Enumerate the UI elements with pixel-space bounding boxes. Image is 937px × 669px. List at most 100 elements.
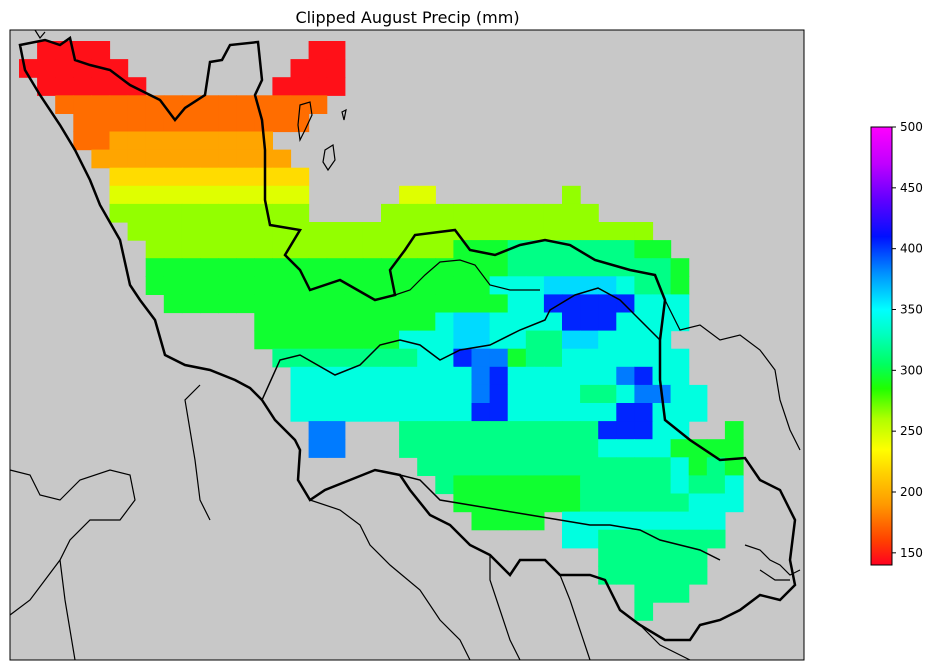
precip-cell — [145, 240, 165, 259]
precip-cell — [254, 294, 273, 314]
precip-cell — [670, 312, 690, 332]
top-notch — [34, 29, 46, 40]
precip-cell — [489, 312, 509, 332]
precip-cell — [290, 59, 310, 78]
precip-cell — [634, 222, 654, 241]
precip-cell — [362, 330, 382, 350]
precip-cell — [236, 113, 255, 133]
plot-frame — [9, 29, 805, 661]
precip-cell — [598, 366, 617, 386]
precip-cell — [200, 222, 219, 241]
precip-cell — [236, 240, 255, 259]
precip-cell — [562, 185, 581, 205]
precip-cell — [471, 384, 491, 404]
precip-cell — [218, 149, 237, 169]
precip-cell — [616, 240, 635, 259]
external-border-4 — [309, 499, 471, 661]
precip-cell — [507, 475, 527, 495]
precip-cell — [435, 240, 454, 259]
precip-cell — [670, 348, 690, 368]
precip-cell — [37, 77, 56, 96]
precip-cell — [181, 185, 201, 205]
precip-cell — [109, 95, 129, 114]
precip-cell — [109, 113, 129, 133]
precip-cell — [471, 330, 491, 350]
precip-cell — [290, 403, 310, 422]
precip-cell — [489, 258, 509, 277]
precip-cell — [236, 167, 255, 187]
precip-cell — [543, 258, 563, 277]
precip-cell — [634, 584, 654, 603]
precip-cell — [435, 421, 454, 440]
precip-cell — [254, 330, 273, 350]
precip-cell — [598, 421, 617, 440]
precip-cell — [562, 403, 581, 422]
precip-cell — [562, 421, 581, 440]
precip-cell — [525, 258, 545, 277]
precip-cell — [417, 457, 436, 476]
precip-cell — [399, 276, 418, 295]
precip-cell — [435, 457, 454, 476]
precip-cell — [417, 330, 436, 350]
precip-cell — [580, 276, 599, 295]
precip-cell — [543, 421, 563, 440]
precip-cell — [471, 457, 491, 476]
precip-cell — [417, 439, 436, 458]
precip-cell — [200, 203, 219, 223]
precip-cell — [453, 457, 473, 476]
precip-cell — [471, 294, 491, 314]
precip-cell — [724, 421, 744, 440]
precip-cell — [471, 475, 491, 495]
precip-cell — [236, 258, 255, 277]
precip-cell — [254, 258, 273, 277]
precip-cell — [489, 511, 509, 531]
precip-cell — [706, 511, 726, 531]
precip-cell — [381, 330, 400, 350]
precip-cell — [453, 493, 473, 513]
precip-cell — [598, 294, 617, 314]
precip-cell — [163, 167, 183, 187]
precip-cell — [381, 366, 400, 386]
precip-cell — [562, 222, 581, 241]
precip-cell — [326, 258, 346, 277]
precip-cell — [688, 529, 708, 549]
precip-cell — [562, 457, 581, 476]
precip-cell — [272, 203, 292, 223]
precip-cell — [55, 77, 74, 96]
precip-cell — [616, 565, 635, 585]
precip-cell — [688, 439, 708, 458]
precip-cell — [308, 59, 328, 78]
precip-cell — [652, 475, 672, 495]
precip-cell — [688, 493, 708, 513]
precip-cell — [670, 493, 690, 513]
precip-cell — [399, 421, 418, 440]
precip-cell — [290, 185, 310, 205]
precip-cell — [525, 384, 545, 404]
precip-cell — [272, 185, 292, 205]
precip-cell — [580, 384, 599, 404]
precip-cell — [471, 258, 491, 277]
precip-cell — [634, 240, 654, 259]
precip-cell — [290, 203, 310, 223]
colorbar-tick-label: 300 — [900, 363, 923, 377]
precip-cell — [308, 95, 328, 114]
precip-cell — [200, 276, 219, 295]
precip-cell — [254, 276, 273, 295]
precip-cell — [417, 185, 436, 205]
precip-cell — [652, 421, 672, 440]
precip-cell — [507, 421, 527, 440]
precip-cell — [91, 113, 111, 133]
colorbar-tick-label: 150 — [900, 546, 923, 560]
precip-cell — [706, 529, 726, 549]
precip-cell — [688, 511, 708, 531]
precip-cell — [236, 222, 255, 241]
precip-cell — [507, 493, 527, 513]
precip-cell — [290, 330, 310, 350]
precip-cell — [417, 366, 436, 386]
precip-cell — [724, 457, 744, 476]
precip-cell — [652, 547, 672, 567]
precip-cell — [218, 240, 237, 259]
precip-cell — [489, 203, 509, 223]
precip-cell — [489, 366, 509, 386]
precip-cell — [326, 77, 346, 96]
